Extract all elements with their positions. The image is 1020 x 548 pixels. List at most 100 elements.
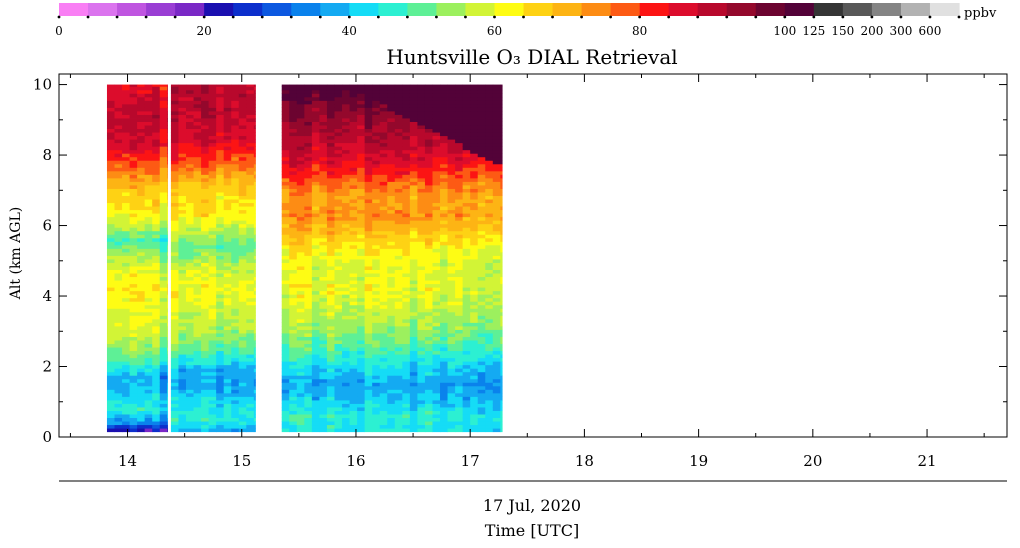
heatmap-cell	[152, 428, 161, 433]
heatmap-cell	[304, 347, 313, 352]
heatmap-cell	[167, 185, 168, 189]
heatmap-cell	[223, 114, 232, 119]
heatmap-cell	[246, 170, 255, 175]
heatmap-cell	[170, 340, 179, 345]
heatmap-cell	[470, 410, 479, 415]
heatmap-cell	[152, 361, 161, 366]
heatmap-cell	[357, 192, 366, 196]
heatmap-cell	[334, 177, 343, 182]
heatmap-cell	[342, 89, 350, 94]
heatmap-cell	[387, 121, 396, 126]
heatmap-cell	[246, 156, 255, 161]
heatmap-cell	[281, 318, 290, 323]
heatmap-cell	[311, 241, 320, 246]
heatmap-cell	[342, 357, 350, 362]
heatmap-cell	[326, 361, 335, 366]
heatmap-cell	[246, 364, 255, 369]
heatmap-cell	[304, 135, 313, 140]
heatmap-cell	[246, 248, 255, 253]
heatmap-cell	[152, 241, 161, 246]
heatmap-cell	[208, 114, 217, 119]
heatmap-cell	[167, 389, 168, 394]
heatmap-cell	[447, 407, 456, 411]
heatmap-cell	[170, 227, 179, 232]
heatmap-cell	[114, 287, 123, 292]
heatmap-cell	[208, 357, 217, 362]
heatmap-cell	[334, 163, 343, 168]
heatmap-cell	[114, 89, 123, 94]
heatmap-cell	[253, 396, 256, 401]
heatmap-cell	[281, 174, 290, 179]
heatmap-cell	[326, 142, 335, 147]
heatmap-cell	[122, 118, 130, 122]
heatmap-cell	[387, 206, 396, 211]
heatmap-cell	[379, 220, 388, 225]
heatmap-cell	[387, 139, 396, 144]
heatmap-cell	[159, 125, 168, 130]
heatmap-cell	[246, 202, 255, 207]
heatmap-cell	[432, 350, 441, 355]
heatmap-cell	[387, 382, 396, 387]
heatmap-cell	[432, 297, 441, 302]
heatmap-cell	[326, 421, 335, 426]
heatmap-cell	[432, 308, 441, 313]
heatmap-cell	[424, 375, 433, 380]
heatmap-cell	[447, 227, 456, 232]
heatmap-cell	[253, 333, 256, 337]
heatmap-cell	[349, 156, 358, 161]
heatmap-cell	[485, 294, 494, 299]
heatmap-cell	[357, 216, 366, 221]
heatmap-cell	[281, 347, 290, 352]
heatmap-cell	[470, 262, 479, 267]
heatmap-cell	[223, 407, 232, 411]
heatmap-cell	[193, 244, 202, 249]
heatmap-cell	[379, 382, 388, 387]
heatmap-cell	[208, 111, 217, 115]
heatmap-cell	[349, 382, 358, 387]
heatmap-cell	[402, 424, 411, 429]
heatmap-cell	[208, 206, 217, 211]
heatmap-cell	[326, 114, 335, 119]
heatmap-cell	[193, 89, 202, 94]
heatmap-cell	[432, 181, 441, 186]
heatmap-cell	[122, 308, 130, 313]
colorbar-tick	[638, 15, 642, 19]
heatmap-cell	[387, 227, 396, 232]
heatmap-cell	[387, 329, 396, 334]
heatmap-cell	[137, 273, 146, 278]
heatmap-cell	[364, 371, 373, 376]
heatmap-cell	[409, 135, 418, 140]
heatmap-cell	[417, 163, 426, 168]
heatmap-cell	[289, 421, 298, 426]
heatmap-cell	[223, 389, 232, 394]
heatmap-cell	[424, 417, 433, 422]
heatmap-cell	[440, 343, 448, 348]
heatmap-cell	[477, 248, 486, 253]
heatmap-cell	[129, 188, 138, 193]
heatmap-cell	[289, 336, 298, 341]
heatmap-cell	[167, 195, 168, 200]
colorbar-tick	[260, 15, 264, 19]
heatmap-cell	[334, 333, 343, 337]
heatmap-cell	[170, 89, 179, 94]
heatmap-cell	[311, 89, 320, 94]
heatmap-cell	[440, 414, 448, 419]
heatmap-cell	[334, 139, 343, 144]
heatmap-cell	[186, 149, 194, 154]
heatmap-cell	[289, 428, 298, 433]
heatmap-cell	[349, 392, 358, 397]
heatmap-cell	[304, 223, 313, 228]
heatmap-cell	[387, 177, 396, 182]
heatmap-cell	[432, 392, 441, 397]
heatmap-cell	[342, 167, 350, 172]
heatmap-cell	[485, 111, 494, 115]
heatmap-cell	[402, 329, 411, 334]
heatmap-cell	[342, 174, 350, 179]
heatmap-cell	[424, 287, 433, 292]
heatmap-cell	[394, 371, 403, 376]
heatmap-cell	[349, 336, 358, 341]
heatmap-cell	[238, 297, 247, 302]
heatmap-cell	[470, 156, 479, 161]
heatmap-cell	[409, 121, 418, 126]
heatmap-cell	[289, 269, 298, 274]
